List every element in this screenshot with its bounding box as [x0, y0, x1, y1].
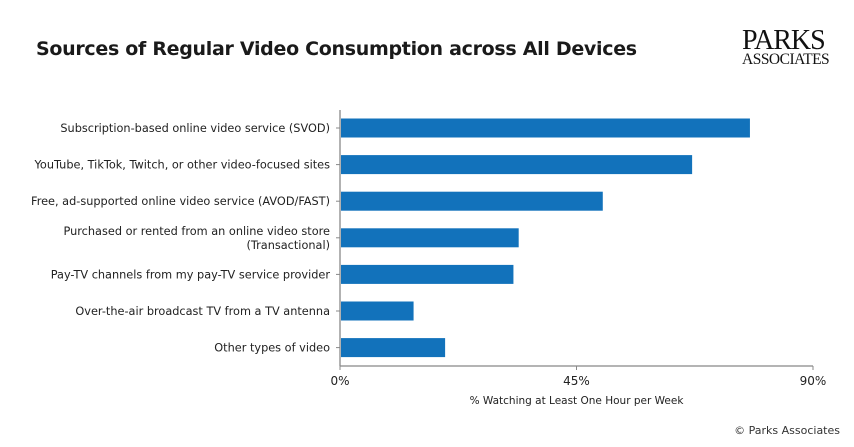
bar	[341, 264, 514, 284]
bar	[341, 228, 519, 248]
x-tick-label: 45%	[563, 374, 590, 388]
logo-line-1: PARKS	[742, 25, 826, 56]
category-label: Purchased or rented from an online video…	[64, 225, 331, 238]
category-label: Free, ad-supported online video service …	[31, 195, 330, 208]
category-label: Pay-TV channels from my pay-TV service p…	[51, 268, 331, 281]
bar	[341, 338, 446, 358]
logo-line-2: ASSOCIATES	[742, 51, 830, 69]
category-label: (Transactional)	[246, 239, 330, 252]
category-label: Other types of video	[214, 342, 330, 355]
bar	[341, 301, 414, 321]
x-tick-label: 0%	[330, 374, 349, 388]
x-axis-label: % Watching at Least One Hour per Week	[470, 395, 685, 407]
bar	[341, 155, 693, 175]
bar	[341, 191, 603, 211]
copyright: © Parks Associates	[734, 424, 840, 437]
bar	[341, 118, 750, 138]
category-label: Over-the-air broadcast TV from a TV ante…	[75, 305, 330, 318]
category-label: Subscription-based online video service …	[60, 122, 330, 135]
parks-associates-logo: PARKS ASSOCIATES	[742, 25, 830, 69]
chart-title: Sources of Regular Video Consumption acr…	[36, 38, 637, 60]
x-tick-label: 90%	[800, 374, 827, 388]
category-label: YouTube, TikTok, Twitch, or other video-…	[34, 159, 331, 172]
